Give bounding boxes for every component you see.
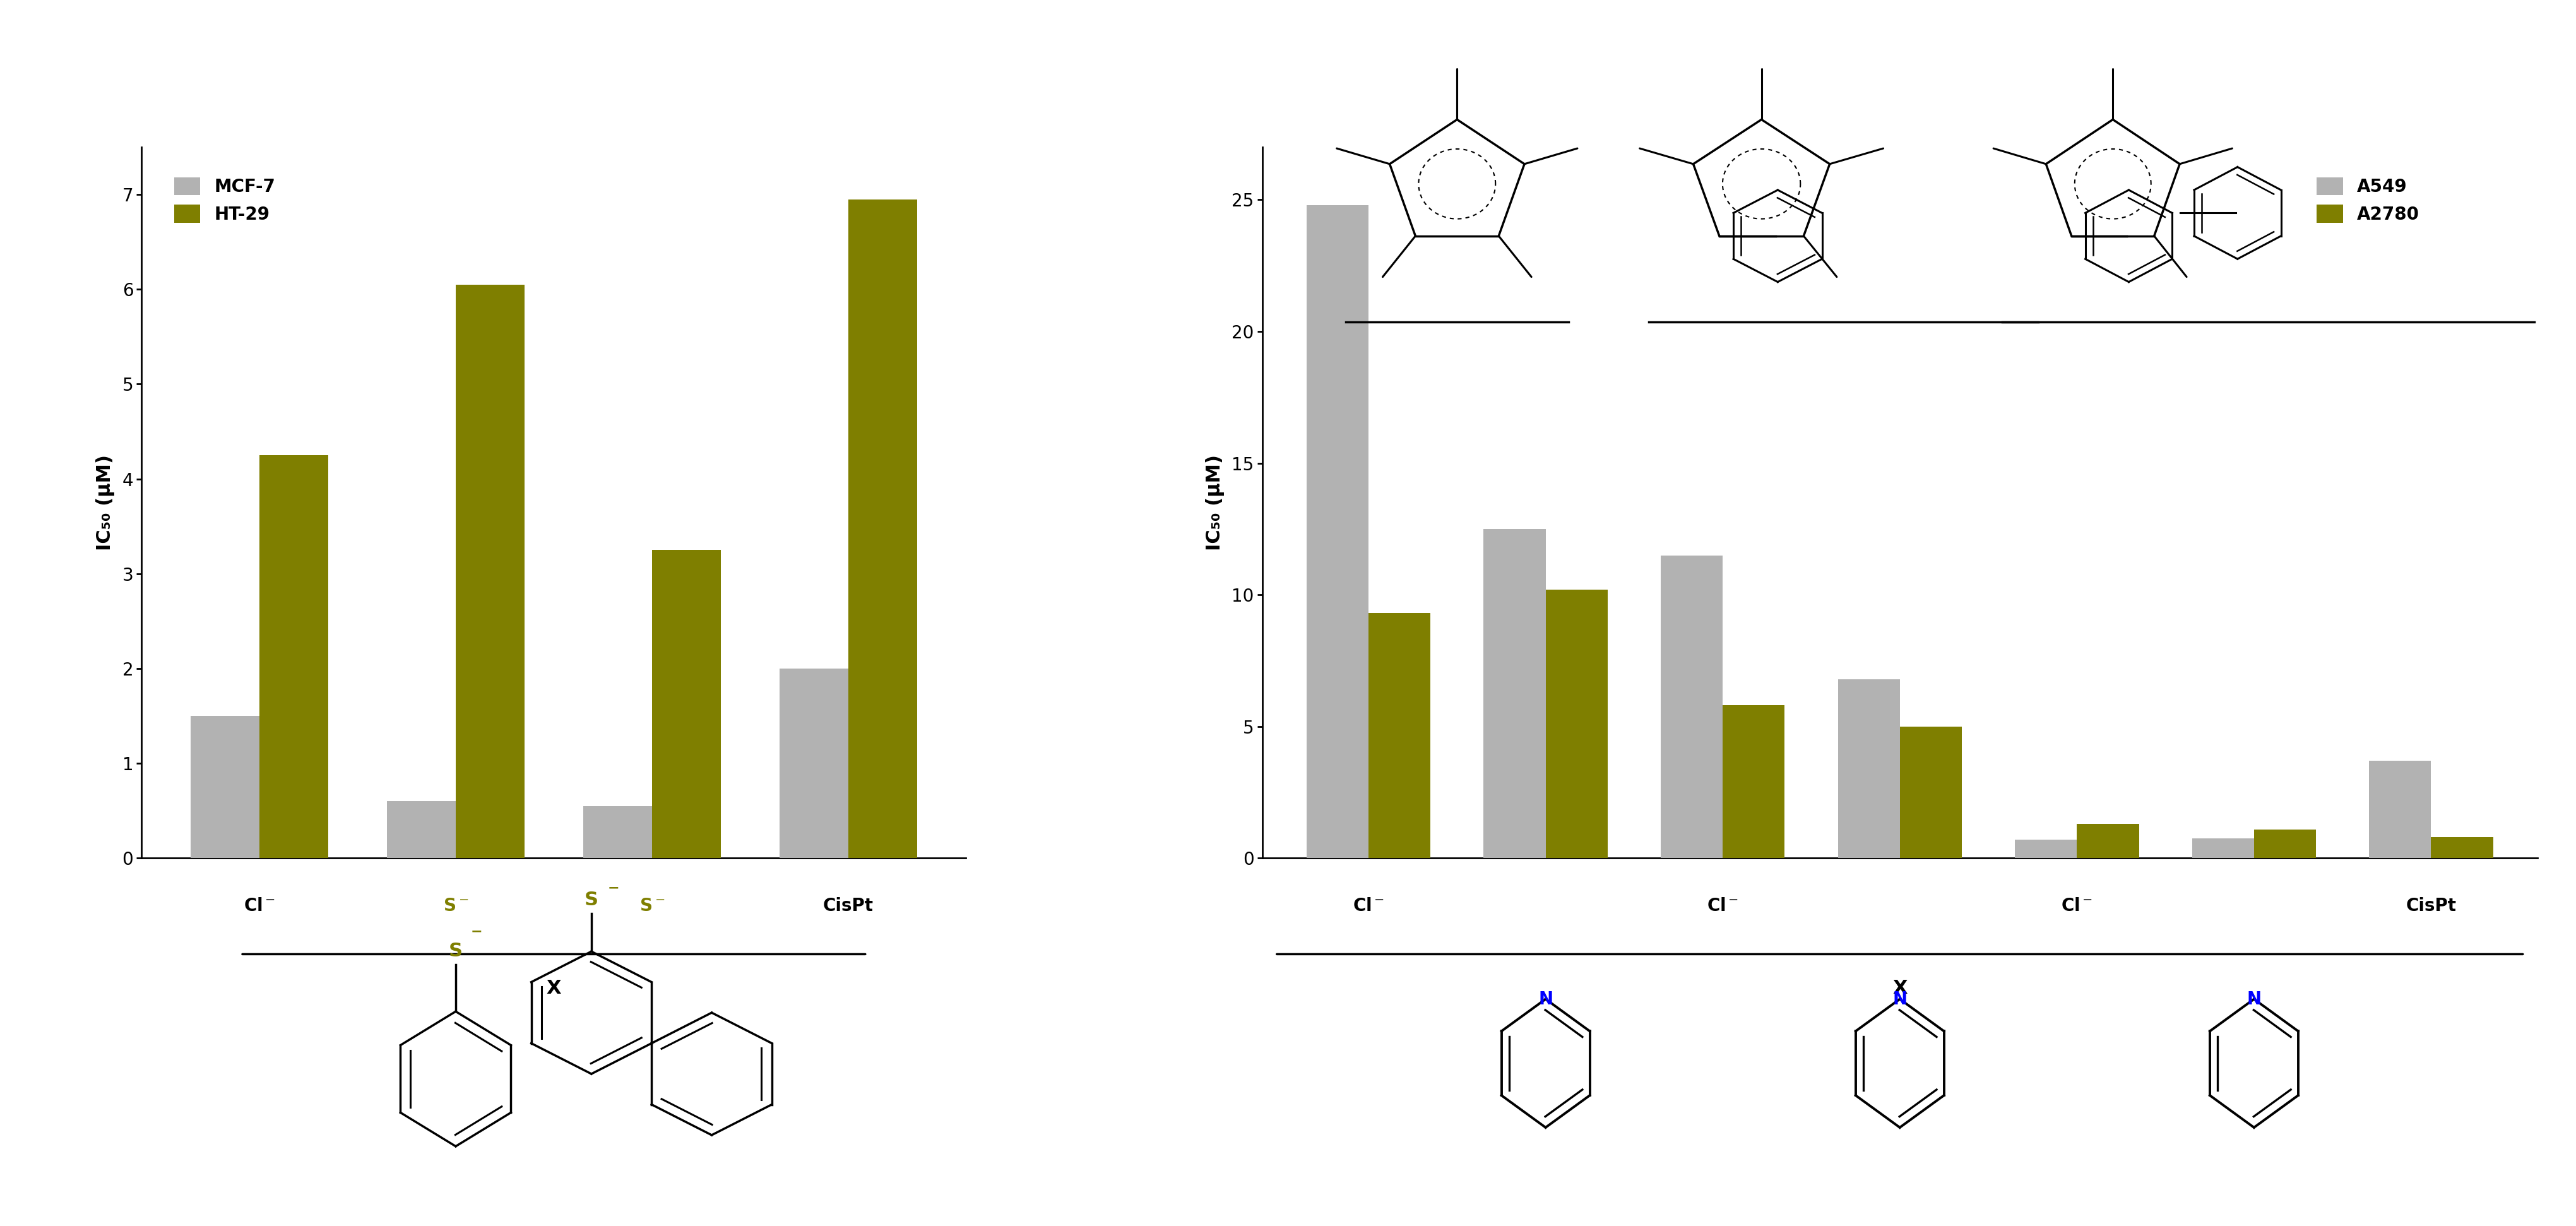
Text: Cl$^-$: Cl$^-$ — [1352, 897, 1383, 915]
Y-axis label: IC₅₀ (μM): IC₅₀ (μM) — [95, 455, 116, 550]
Bar — [1484, 528, 1546, 858]
Bar — [1723, 705, 1785, 858]
Y-axis label: IC₅₀ (μM): IC₅₀ (μM) — [1206, 455, 1224, 550]
Bar — [582, 805, 652, 858]
Text: −: − — [471, 926, 482, 938]
Bar — [2254, 829, 2316, 858]
Text: Cl$^-$: Cl$^-$ — [1708, 897, 1739, 915]
Bar — [2370, 761, 2432, 858]
Bar — [2432, 837, 2494, 858]
Text: X: X — [1893, 980, 1906, 998]
Text: Cl$^-$: Cl$^-$ — [2061, 897, 2092, 915]
Bar — [1662, 555, 1723, 858]
Bar — [260, 455, 327, 858]
Bar — [781, 668, 848, 858]
Text: X: X — [546, 980, 562, 998]
Bar — [2014, 840, 2076, 858]
Text: S: S — [448, 942, 464, 960]
Text: N: N — [1538, 991, 1553, 1008]
Text: S$^-$: S$^-$ — [443, 897, 469, 915]
Bar — [1368, 613, 1430, 858]
Bar — [191, 716, 260, 858]
Text: Cl$^-$: Cl$^-$ — [245, 897, 276, 915]
Bar — [2076, 824, 2138, 858]
Bar — [848, 200, 917, 858]
Bar — [1837, 679, 1899, 858]
Text: S$^-$: S$^-$ — [639, 897, 665, 915]
Bar — [456, 284, 526, 858]
Text: N: N — [2246, 991, 2262, 1008]
Legend: A549, A2780: A549, A2780 — [2311, 170, 2427, 230]
Text: −: − — [608, 881, 618, 894]
Text: S: S — [585, 891, 598, 910]
Text: CisPt: CisPt — [822, 897, 873, 915]
Bar — [1901, 727, 1963, 858]
Bar — [652, 550, 721, 858]
Text: N: N — [1893, 991, 1906, 1008]
Legend: MCF-7, HT-29: MCF-7, HT-29 — [167, 170, 283, 230]
Bar — [386, 802, 456, 858]
Bar — [1306, 205, 1368, 858]
Bar — [2192, 839, 2254, 858]
Text: CisPt: CisPt — [2406, 897, 2458, 915]
Bar — [1546, 590, 1607, 858]
